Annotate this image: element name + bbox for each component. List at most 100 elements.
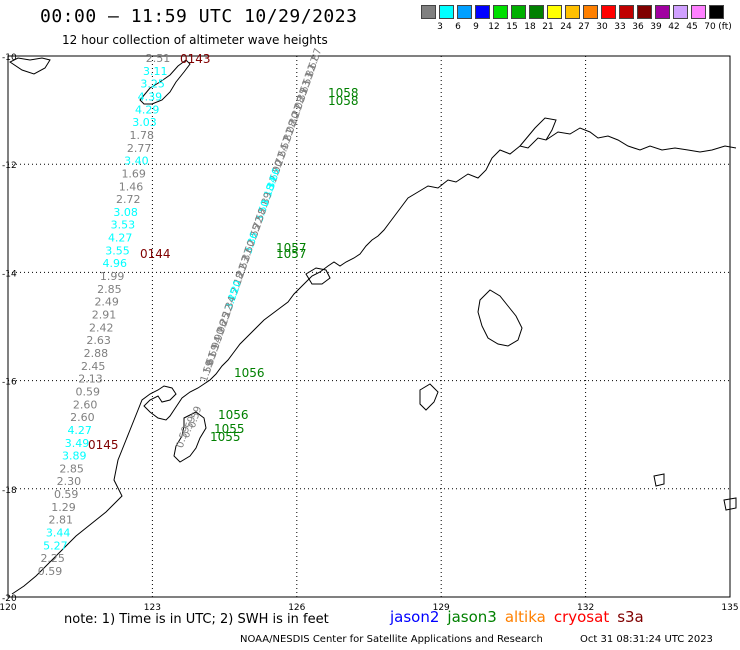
- legend-swatch: [619, 5, 634, 19]
- wave-height-value: 2.88: [84, 347, 109, 360]
- pass-time-label: 0144: [140, 247, 171, 261]
- lat-label: -16: [2, 378, 17, 388]
- coastline-sumba: [9, 57, 51, 75]
- wave-height-value: 3.49: [65, 437, 90, 450]
- wave-height-value: 2.60: [70, 411, 95, 424]
- legend-label: 18: [524, 22, 536, 32]
- wave-height-value: 2.49: [94, 296, 119, 309]
- lat-label: -14: [2, 269, 17, 279]
- wave-height-value: 2.63: [86, 334, 111, 347]
- wave-height-value: 4.96: [103, 257, 128, 270]
- wave-height-value: 3.44: [46, 527, 71, 540]
- pass-time-label: 1056: [218, 408, 249, 422]
- pass-time-label: 0143: [180, 52, 211, 66]
- legend-label: 21: [542, 22, 554, 32]
- legend-swatch: [547, 5, 562, 19]
- wave-height-value: 2.81: [49, 514, 74, 527]
- legend-label: 33: [614, 22, 626, 32]
- legend-swatch: [439, 5, 454, 19]
- wave-height-value: 1.99: [100, 270, 125, 283]
- wave-height-value: 2.51: [146, 52, 171, 65]
- legend-label: 45: [686, 22, 698, 32]
- legend-swatch: [691, 5, 706, 19]
- legend-swatch: [673, 5, 688, 19]
- legend-label: 24: [560, 22, 572, 32]
- legend-unit: (ft): [718, 22, 732, 32]
- map-frame: [7, 55, 731, 598]
- pass-time-label: 1058: [328, 94, 359, 108]
- legend-swatch: [493, 5, 508, 19]
- pass-time-label: 1057: [276, 241, 307, 255]
- coastline-gulf: [477, 289, 523, 347]
- lat-lon-grid: [7, 55, 731, 598]
- footer-note: note: 1) Time is in UTC; 2) SWH is in fe…: [64, 612, 329, 627]
- legend-label: 70: [704, 22, 716, 32]
- wave-height-value: 4.39: [138, 90, 163, 103]
- coastline-inlet: [419, 383, 439, 411]
- satellite-label-cryosat: cryosat: [553, 608, 610, 626]
- wave-height-value: 3.53: [111, 219, 136, 232]
- wave-height-value: 4.29: [135, 103, 160, 116]
- legend-swatch: [655, 5, 670, 19]
- lon-label: 126: [288, 603, 305, 613]
- satellite-legend: jason2 jason3 altika cryosat s3a: [390, 608, 652, 626]
- coastline-melville: [305, 267, 331, 285]
- satellite-label-altika: altika: [504, 608, 546, 626]
- coastline: [9, 57, 737, 595]
- wave-height-value: 2.72: [116, 193, 141, 206]
- wave-height-value: 3.08: [113, 206, 138, 219]
- lat-label: -10: [2, 53, 17, 63]
- legend-swatch: [709, 5, 724, 19]
- pass-time-label: 1057: [276, 247, 307, 261]
- wave-height-value: 4.27: [108, 232, 133, 245]
- credit-line: NOAA/NESDIS Center for Satellite Applica…: [240, 634, 543, 645]
- wave-height-value: 2.45: [81, 360, 106, 373]
- legend-swatch: [421, 5, 436, 19]
- legend-swatch: [511, 5, 526, 19]
- wave-height-value: 0.59: [76, 385, 101, 398]
- lon-label: 120: [0, 603, 17, 613]
- generation-timestamp: Oct 31 08:31:24 UTC 2023: [580, 634, 713, 645]
- legend-label: 42: [668, 22, 680, 32]
- pass-time-label: 0145: [88, 438, 119, 452]
- lat-label: -18: [2, 486, 17, 496]
- legend-label: 15: [506, 22, 518, 32]
- legend-swatch: [475, 5, 490, 19]
- legend-swatch: [583, 5, 598, 19]
- legend-label: 39: [650, 22, 662, 32]
- wave-height-value: 1.29: [51, 501, 76, 514]
- wave-height-value: 3.11: [143, 65, 168, 78]
- wave-height-value: 3.40: [124, 155, 149, 168]
- wave-height-value: 2.85: [59, 462, 84, 475]
- satellite-label-s3a: s3a: [617, 608, 644, 626]
- wave-height-value: 1.69: [121, 167, 146, 180]
- wave-height-value: 3.89: [62, 450, 87, 463]
- legend-swatch: [637, 5, 652, 19]
- legend-label: 6: [455, 22, 461, 32]
- lon-label: 123: [144, 603, 161, 613]
- wave-height-value: 2.42: [89, 321, 114, 334]
- legend-swatch: [529, 5, 544, 19]
- color-legend: 3 6 9 12 15 18 21 24 27 30 33 36 39 42 45 70 (ft): [421, 5, 732, 35]
- legend-label: 36: [632, 22, 644, 32]
- wave-height-value: 1.46: [119, 180, 144, 193]
- wave-height-value: 0.59: [38, 565, 63, 578]
- wave-height-value: 2.60: [73, 398, 98, 411]
- wave-height-value: 2.30: [57, 475, 82, 488]
- pass-time-label: 1058: [328, 86, 359, 100]
- wave-height-value: 1.78: [130, 129, 155, 142]
- chart-title: 00:00 – 11:59 UTC 10/29/2023: [40, 6, 358, 27]
- wave-height-value: 5.27: [43, 539, 68, 552]
- pass-time-label: 1055: [214, 422, 245, 436]
- chart-subtitle: 12 hour collection of altimeter wave hei…: [62, 33, 328, 47]
- wave-height-value: 2.77: [127, 142, 152, 155]
- satellite-label-jason2: jason2: [390, 608, 440, 626]
- altimeter-tracks: 2.513.113.254.394.293.031.782.773.401.69…: [38, 47, 359, 578]
- wave-height-value: 3.55: [105, 244, 130, 257]
- legend-swatch: [565, 5, 580, 19]
- legend-label: 9: [473, 22, 479, 32]
- wave-height-value: 3.03: [132, 116, 157, 129]
- lat-label: -20: [2, 594, 17, 604]
